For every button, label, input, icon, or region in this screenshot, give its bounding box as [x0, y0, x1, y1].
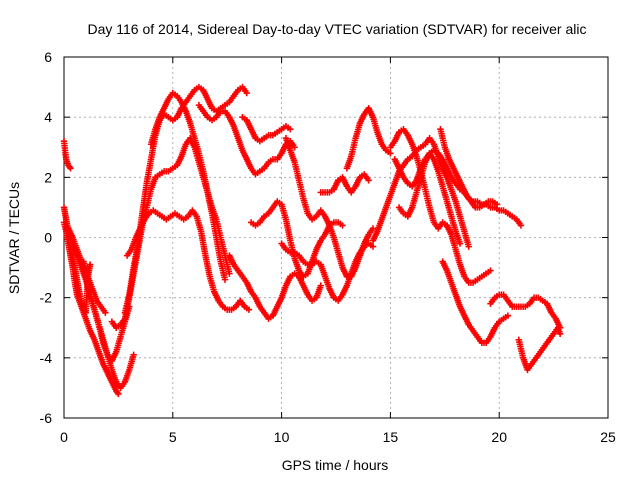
y-tick-label: 2: [44, 169, 52, 185]
track-25: [515, 324, 564, 374]
y-axis-label: SDTVAR / TECUs: [6, 182, 22, 294]
y-tick-label: -2: [40, 290, 53, 306]
data-point: [369, 225, 377, 232]
data-point: [517, 222, 525, 229]
track-24: [487, 291, 564, 331]
data-point: [102, 309, 109, 316]
x-tick-label: 5: [169, 429, 177, 445]
x-tick-label: 15: [383, 429, 399, 445]
track-9: [147, 89, 229, 283]
y-tick-label: 6: [44, 49, 52, 65]
chart-title: Day 116 of 2014, Sidereal Day-to-day VTE…: [87, 21, 586, 37]
y-tick-label: -4: [40, 350, 53, 366]
data-point: [339, 222, 346, 229]
data-point: [493, 201, 501, 208]
x-tick-label: 25: [600, 429, 616, 445]
data-point: [115, 390, 122, 398]
x-axis-label: GPS time / hours: [282, 457, 389, 473]
y-axis-tick-labels: -6 -4 -2 0 2 4 6: [40, 49, 53, 426]
track-15: [278, 240, 377, 304]
data-point: [556, 330, 564, 337]
data-point: [365, 177, 372, 184]
x-axis-tick-labels: 0 5 10 15 20 25: [60, 429, 616, 445]
data-point: [287, 126, 294, 133]
data-point: [317, 282, 324, 289]
track-0: [60, 138, 74, 172]
track-16: [317, 171, 372, 196]
data-point: [504, 312, 512, 319]
y-tick-label: -6: [40, 410, 53, 426]
x-tick-label: 10: [274, 429, 290, 445]
track-17: [343, 104, 394, 172]
x-tick-label: 20: [491, 429, 507, 445]
data-point: [245, 306, 253, 313]
data-point: [387, 150, 394, 157]
data-points: [60, 83, 564, 398]
data-point: [226, 270, 233, 277]
track-10: [195, 101, 298, 178]
data-point: [130, 351, 137, 359]
data-point: [67, 165, 74, 172]
x-tick-label: 0: [60, 429, 68, 445]
data-point: [291, 144, 298, 151]
track-22: [437, 126, 501, 211]
data-point: [86, 261, 94, 268]
track-5: [80, 258, 109, 316]
y-tick-label: 4: [44, 109, 52, 125]
track-12: [239, 113, 294, 145]
data-point: [465, 243, 472, 250]
track-11: [226, 252, 324, 322]
track-4: [65, 225, 133, 365]
data-point: [221, 276, 229, 283]
y-tick-label: 0: [44, 230, 52, 246]
track-23: [439, 258, 512, 346]
track-8: [123, 207, 253, 313]
data-point: [487, 267, 494, 274]
data-point: [243, 89, 250, 97]
data-point: [456, 240, 464, 247]
data-point: [369, 243, 377, 250]
